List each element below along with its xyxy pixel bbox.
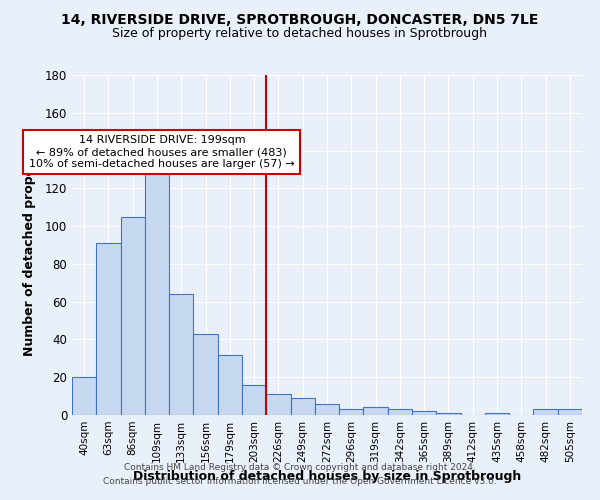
Text: Size of property relative to detached houses in Sprotbrough: Size of property relative to detached ho… — [113, 28, 487, 40]
Bar — [242, 385, 266, 415]
Bar — [145, 154, 169, 415]
Bar — [266, 394, 290, 415]
Bar — [193, 334, 218, 415]
Bar — [339, 410, 364, 415]
Text: 14, RIVERSIDE DRIVE, SPROTBROUGH, DONCASTER, DN5 7LE: 14, RIVERSIDE DRIVE, SPROTBROUGH, DONCAS… — [61, 12, 539, 26]
Bar — [436, 413, 461, 415]
Bar — [485, 413, 509, 415]
Bar — [412, 411, 436, 415]
Bar — [218, 354, 242, 415]
Bar — [96, 243, 121, 415]
Y-axis label: Number of detached properties: Number of detached properties — [23, 134, 37, 356]
Bar — [315, 404, 339, 415]
Bar — [388, 410, 412, 415]
Bar — [558, 410, 582, 415]
Bar — [169, 294, 193, 415]
Bar — [72, 377, 96, 415]
Bar — [364, 408, 388, 415]
Bar — [533, 410, 558, 415]
Text: 14 RIVERSIDE DRIVE: 199sqm
← 89% of detached houses are smaller (483)
10% of sem: 14 RIVERSIDE DRIVE: 199sqm ← 89% of deta… — [29, 136, 295, 168]
X-axis label: Distribution of detached houses by size in Sprotbrough: Distribution of detached houses by size … — [133, 470, 521, 484]
Bar — [121, 216, 145, 415]
Bar — [290, 398, 315, 415]
Text: Contains HM Land Registry data © Crown copyright and database right 2024.: Contains HM Land Registry data © Crown c… — [124, 464, 476, 472]
Text: Contains public sector information licensed under the Open Government Licence v3: Contains public sector information licen… — [103, 477, 497, 486]
